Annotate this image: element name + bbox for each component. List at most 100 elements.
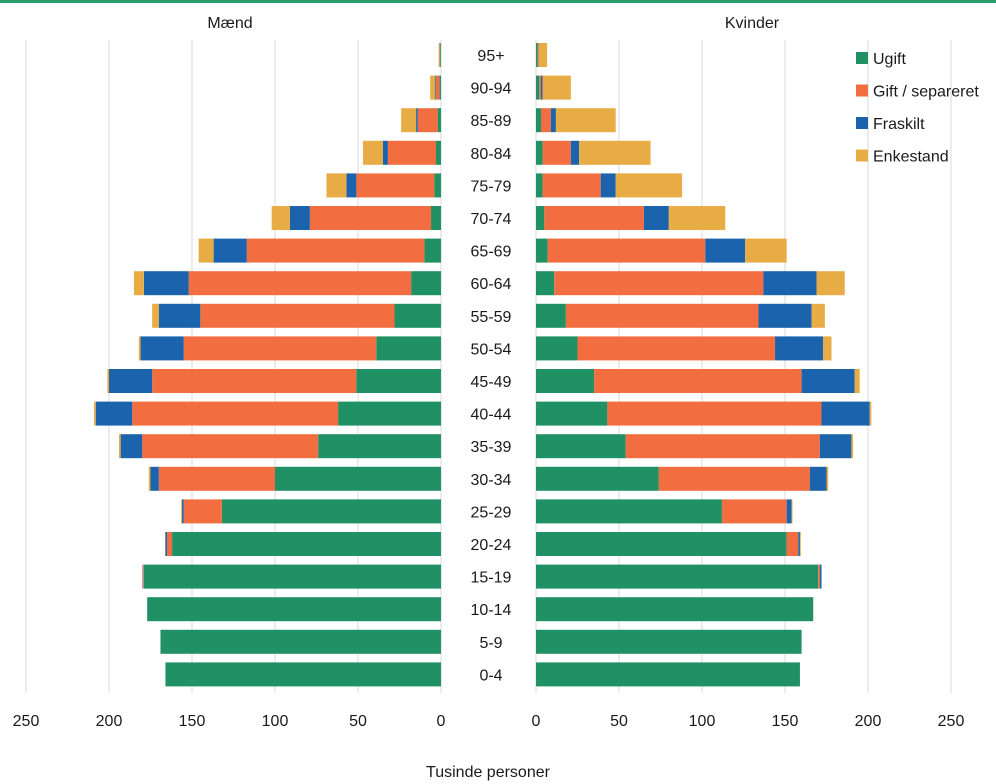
bar-women-35-39-fraskilt bbox=[819, 434, 852, 459]
bar-women-50-54-fraskilt bbox=[775, 336, 824, 361]
bar-women-15-19-gift-separeret bbox=[818, 564, 820, 589]
bar-men-40-44-gift-separeret bbox=[132, 401, 339, 426]
age-label-40-44: 40-44 bbox=[471, 407, 512, 424]
age-label-10-14: 10-14 bbox=[471, 602, 512, 619]
bar-men-70-74-enkestand bbox=[271, 206, 290, 230]
age-label-20-24: 20-24 bbox=[471, 537, 512, 554]
bar-women-80-84-ugift bbox=[536, 140, 543, 165]
bar-women-30-34-fraskilt bbox=[809, 466, 827, 491]
bar-women-30-34-gift-separeret bbox=[658, 466, 810, 491]
bar-men-30-34-ugift bbox=[275, 466, 441, 491]
legend-swatch-ugift bbox=[856, 52, 868, 64]
bar-men-85-89-gift-separeret bbox=[417, 108, 438, 133]
bar-men-65-69-fraskilt bbox=[213, 238, 247, 263]
bar-men-80-84-ugift bbox=[436, 140, 441, 165]
legend-label-fraskilt: Fraskilt bbox=[873, 116, 925, 133]
tick-label-women-50: 50 bbox=[610, 713, 628, 730]
bars bbox=[94, 43, 872, 687]
bar-women-65-69-gift-separeret bbox=[547, 238, 706, 263]
age-labels: 0-4 5-9 10-14 15-19 20-24 25-29 30-34 35-39 40-4… bbox=[471, 48, 512, 684]
bar-men-25-29-ugift bbox=[221, 499, 441, 524]
bar-women-65-69-enkestand bbox=[745, 238, 787, 263]
bar-men-50-54-ugift bbox=[376, 336, 441, 361]
bar-men-20-24-ugift bbox=[172, 532, 441, 556]
bar-women-25-29-gift-separeret bbox=[721, 499, 787, 524]
gridlines bbox=[25, 40, 952, 693]
bar-men-0-4-ugift bbox=[165, 662, 441, 687]
bar-men-10-14-ugift bbox=[147, 597, 441, 622]
legend-swatch-fraskilt bbox=[856, 117, 868, 129]
tick-label-women-100: 100 bbox=[689, 713, 716, 730]
tick-label-men-0: 0 bbox=[437, 713, 446, 730]
tick-label-men-200: 200 bbox=[96, 713, 123, 730]
tick-label-men-100: 100 bbox=[262, 713, 289, 730]
bar-men-55-59-ugift bbox=[394, 303, 441, 328]
bar-men-95+-ugift bbox=[440, 43, 441, 67]
bar-men-60-64-fraskilt bbox=[143, 271, 189, 296]
bar-women-85-89-ugift bbox=[536, 108, 541, 133]
bar-men-60-64-enkestand bbox=[133, 271, 144, 296]
bar-men-55-59-gift-separeret bbox=[200, 303, 395, 328]
age-label-35-39: 35-39 bbox=[471, 439, 512, 456]
age-label-15-19: 15-19 bbox=[471, 570, 512, 587]
bar-women-35-39-ugift bbox=[536, 434, 626, 459]
bar-men-45-49-ugift bbox=[356, 369, 441, 393]
bar-women-70-74-gift-separeret bbox=[544, 206, 644, 230]
age-label-25-29: 25-29 bbox=[471, 504, 512, 521]
bar-women-45-49-fraskilt bbox=[801, 369, 855, 393]
tick-label-men-50: 50 bbox=[349, 713, 367, 730]
bar-women-45-49-ugift bbox=[536, 369, 595, 393]
bar-women-65-69-fraskilt bbox=[705, 238, 746, 263]
bar-women-15-19-ugift bbox=[536, 564, 819, 589]
bar-women-90-94-ugift bbox=[536, 75, 540, 100]
age-label-45-49: 45-49 bbox=[471, 374, 512, 391]
bar-men-60-64-gift-separeret bbox=[188, 271, 412, 296]
bar-men-85-89-fraskilt bbox=[416, 108, 418, 133]
bar-men-80-84-enkestand bbox=[362, 140, 383, 165]
bar-women-80-84-enkestand bbox=[579, 140, 651, 165]
bar-women-75-79-enkestand bbox=[615, 173, 683, 198]
bar-men-45-49-fraskilt bbox=[109, 369, 153, 393]
bar-women-85-89-fraskilt bbox=[550, 108, 556, 133]
tick-label-women-150: 150 bbox=[772, 713, 799, 730]
age-label-50-54: 50-54 bbox=[471, 341, 512, 358]
x-axis-label: Tusinde personer bbox=[426, 764, 551, 781]
bar-men-40-44-fraskilt bbox=[95, 401, 133, 426]
bar-women-25-29-ugift bbox=[536, 499, 722, 524]
bar-women-20-24-gift-separeret bbox=[786, 532, 799, 556]
tick-label-men-150: 150 bbox=[179, 713, 206, 730]
bar-men-80-84-fraskilt bbox=[382, 140, 388, 165]
bar-women-15-19-fraskilt bbox=[819, 564, 822, 589]
bar-men-25-29-gift-separeret bbox=[183, 499, 222, 524]
bar-men-15-19-gift-separeret bbox=[143, 564, 144, 589]
bar-women-50-54-enkestand bbox=[823, 336, 832, 361]
age-label-70-74: 70-74 bbox=[471, 211, 512, 228]
bar-women-80-84-fraskilt bbox=[570, 140, 580, 165]
age-label-30-34: 30-34 bbox=[471, 472, 512, 489]
age-label-75-79: 75-79 bbox=[471, 178, 512, 195]
bar-women-60-64-fraskilt bbox=[763, 271, 817, 296]
bar-men-65-69-gift-separeret bbox=[246, 238, 425, 263]
age-label-60-64: 60-64 bbox=[471, 276, 512, 293]
bar-men-30-34-fraskilt bbox=[150, 466, 159, 491]
bar-women-70-74-fraskilt bbox=[643, 206, 669, 230]
age-label-80-84: 80-84 bbox=[471, 146, 512, 163]
bar-women-60-64-enkestand bbox=[816, 271, 845, 296]
bar-men-70-74-gift-separeret bbox=[309, 206, 432, 230]
bar-men-75-79-enkestand bbox=[326, 173, 347, 198]
bar-women-60-64-gift-separeret bbox=[554, 271, 764, 296]
bar-women-55-59-enkestand bbox=[811, 303, 825, 328]
bar-men-35-39-ugift bbox=[318, 434, 441, 459]
legend-swatch-gift-separeret bbox=[856, 84, 868, 97]
legend-label-gift-separeret: Gift / separeret bbox=[873, 84, 979, 101]
bar-men-30-34-gift-separeret bbox=[158, 466, 275, 491]
bar-men-40-44-enkestand bbox=[94, 401, 96, 426]
bar-men-50-54-gift-separeret bbox=[183, 336, 377, 361]
bar-women-20-24-ugift bbox=[536, 532, 787, 556]
bar-women-80-84-gift-separeret bbox=[542, 140, 571, 165]
top-accent-line bbox=[0, 0, 996, 3]
bar-men-75-79-fraskilt bbox=[346, 173, 357, 198]
bar-men-30-34-enkestand bbox=[148, 466, 151, 491]
bar-men-90-94-gift-separeret bbox=[436, 75, 440, 100]
